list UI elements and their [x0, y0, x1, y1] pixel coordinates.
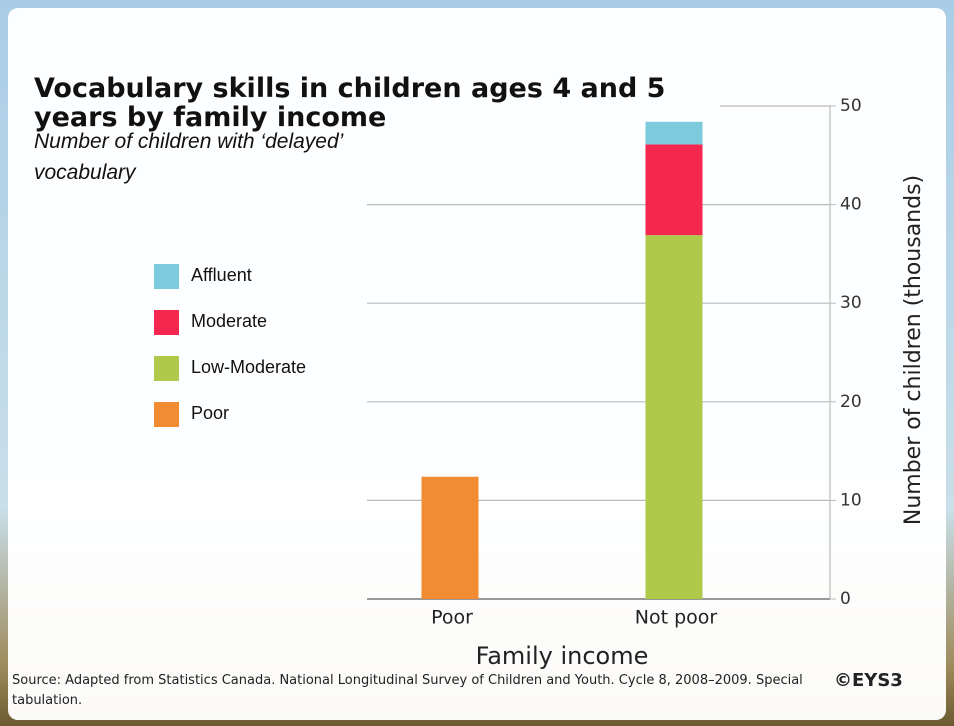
- chart-subtitle: Number of children with ‘delayed’ vocabu…: [34, 130, 343, 184]
- legend-label: Poor: [191, 403, 229, 423]
- y-tick-label: 50: [840, 96, 862, 116]
- x-axis-label: Family income: [476, 642, 649, 670]
- legend-swatch: [154, 356, 179, 381]
- x-tick-label: Not poor: [635, 607, 718, 629]
- x-tick-label: Poor: [431, 607, 473, 629]
- logo: ©EYS3: [834, 670, 903, 691]
- y-tick-label: 20: [840, 392, 862, 412]
- bar-segment: [421, 476, 479, 599]
- bar-segment: [645, 235, 703, 599]
- chart-title: Vocabulary skills in children ages 4 and…: [34, 73, 666, 133]
- bar-segment: [645, 121, 703, 145]
- legend-swatch: [154, 310, 179, 335]
- legend-swatch: [154, 402, 179, 427]
- y-tick-label: 0: [840, 589, 851, 609]
- y-tick-label: 40: [840, 195, 862, 215]
- legend-label: Affluent: [191, 265, 252, 285]
- y-tick-label: 30: [840, 293, 862, 313]
- source-note: Source: Adapted from Statistics Canada. …: [12, 673, 803, 708]
- legend-label: Moderate: [191, 311, 267, 331]
- legend-label: Low-Moderate: [191, 357, 306, 377]
- y-tick-label: 10: [840, 490, 862, 510]
- legend-swatch: [154, 264, 179, 289]
- bar-segment: [645, 144, 703, 236]
- y-axis-label: Number of children (thousands): [901, 175, 926, 525]
